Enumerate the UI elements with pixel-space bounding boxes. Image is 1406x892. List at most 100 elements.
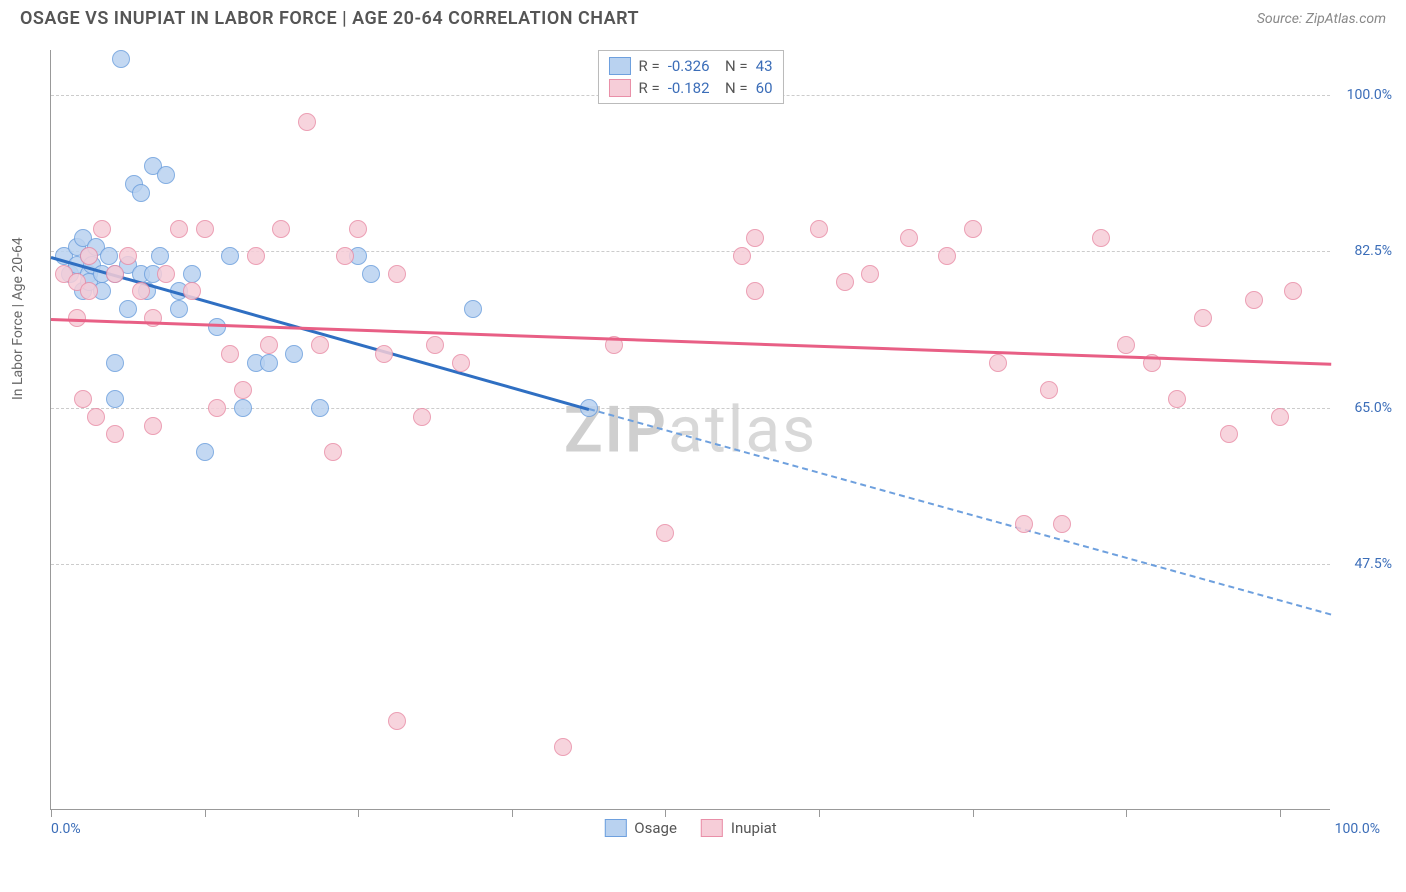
data-point — [260, 336, 278, 354]
legend-n-label: N = — [718, 57, 748, 75]
legend-r-label: R = — [638, 79, 659, 97]
legend-n-value: 43 — [756, 57, 773, 75]
data-point — [183, 282, 201, 300]
data-point — [157, 265, 175, 283]
x-tick — [512, 809, 513, 817]
data-point — [208, 399, 226, 417]
data-point — [272, 220, 290, 238]
data-point — [106, 265, 124, 283]
data-point — [80, 247, 98, 265]
data-point — [1040, 381, 1058, 399]
data-point — [1053, 515, 1071, 533]
y-tick-label: 100.0% — [1347, 87, 1392, 103]
data-point — [170, 220, 188, 238]
x-tick — [205, 809, 206, 817]
data-point — [1168, 390, 1186, 408]
x-tick — [358, 809, 359, 817]
data-point — [119, 300, 137, 318]
legend-swatch — [608, 79, 630, 97]
data-point — [1284, 282, 1302, 300]
data-point — [132, 282, 150, 300]
x-tick — [665, 809, 666, 817]
x-tick — [819, 809, 820, 817]
legend-item: Inupiat — [701, 819, 777, 837]
data-point — [196, 443, 214, 461]
y-tick-label: 65.0% — [1354, 400, 1392, 416]
x-axis-min-label: 0.0% — [51, 821, 81, 837]
data-point — [285, 345, 303, 363]
y-tick-label: 47.5% — [1354, 556, 1392, 572]
data-point — [106, 390, 124, 408]
y-axis-label: In Labor Force | Age 20-64 — [10, 237, 26, 400]
data-point — [87, 408, 105, 426]
correlation-legend: R = -0.326 N = 43R = -0.182 N = 60 — [597, 50, 783, 104]
data-point — [100, 247, 118, 265]
data-point — [1220, 425, 1238, 443]
data-point — [157, 166, 175, 184]
gridline — [51, 564, 1330, 565]
source-label: Source: ZipAtlas.com — [1257, 11, 1386, 27]
data-point — [388, 712, 406, 730]
gridline — [51, 251, 1330, 252]
data-point — [388, 265, 406, 283]
data-point — [221, 247, 239, 265]
data-point — [464, 300, 482, 318]
data-point — [311, 336, 329, 354]
data-point — [183, 265, 201, 283]
data-point — [746, 229, 764, 247]
data-point — [810, 220, 828, 238]
data-point — [375, 345, 393, 363]
data-point — [989, 354, 1007, 372]
data-point — [733, 247, 751, 265]
legend-row: R = -0.182 N = 60 — [608, 77, 772, 99]
data-point — [900, 229, 918, 247]
data-point — [938, 247, 956, 265]
data-point — [426, 336, 444, 354]
legend-swatch — [608, 57, 630, 75]
data-point — [112, 50, 130, 68]
data-point — [170, 300, 188, 318]
data-point — [1015, 515, 1033, 533]
legend-r-value: -0.182 — [668, 79, 710, 97]
legend-label: Inupiat — [731, 819, 777, 837]
data-point — [836, 273, 854, 291]
data-point — [106, 354, 124, 372]
x-tick — [1280, 809, 1281, 817]
data-point — [413, 408, 431, 426]
trendline — [51, 318, 1331, 366]
data-point — [234, 381, 252, 399]
data-point — [311, 399, 329, 417]
chart-container: In Labor Force | Age 20-64 ZIPatlas R = … — [20, 40, 1386, 840]
data-point — [656, 524, 674, 542]
legend-n-value: 60 — [756, 79, 773, 97]
data-point — [93, 220, 111, 238]
legend-n-label: N = — [718, 79, 748, 97]
legend-swatch — [701, 819, 723, 837]
watermark: ZIPatlas — [564, 392, 817, 467]
data-point — [746, 282, 764, 300]
data-point — [144, 417, 162, 435]
y-tick-label: 82.5% — [1354, 243, 1392, 259]
data-point — [80, 282, 98, 300]
data-point — [324, 443, 342, 461]
data-point — [247, 247, 265, 265]
data-point — [1271, 408, 1289, 426]
legend-row: R = -0.326 N = 43 — [608, 55, 772, 77]
legend-swatch — [604, 819, 626, 837]
x-tick — [1126, 809, 1127, 817]
x-tick — [973, 809, 974, 817]
data-point — [208, 318, 226, 336]
plot-area: ZIPatlas R = -0.326 N = 43R = -0.182 N =… — [50, 50, 1330, 810]
x-tick — [51, 809, 52, 817]
series-legend: Osage Inupiat — [604, 819, 776, 837]
data-point — [196, 220, 214, 238]
data-point — [1092, 229, 1110, 247]
data-point — [362, 265, 380, 283]
data-point — [336, 247, 354, 265]
legend-label: Osage — [634, 819, 677, 837]
legend-r-value: -0.326 — [668, 57, 710, 75]
data-point — [554, 738, 572, 756]
data-point — [964, 220, 982, 238]
data-point — [298, 113, 316, 131]
data-point — [106, 425, 124, 443]
